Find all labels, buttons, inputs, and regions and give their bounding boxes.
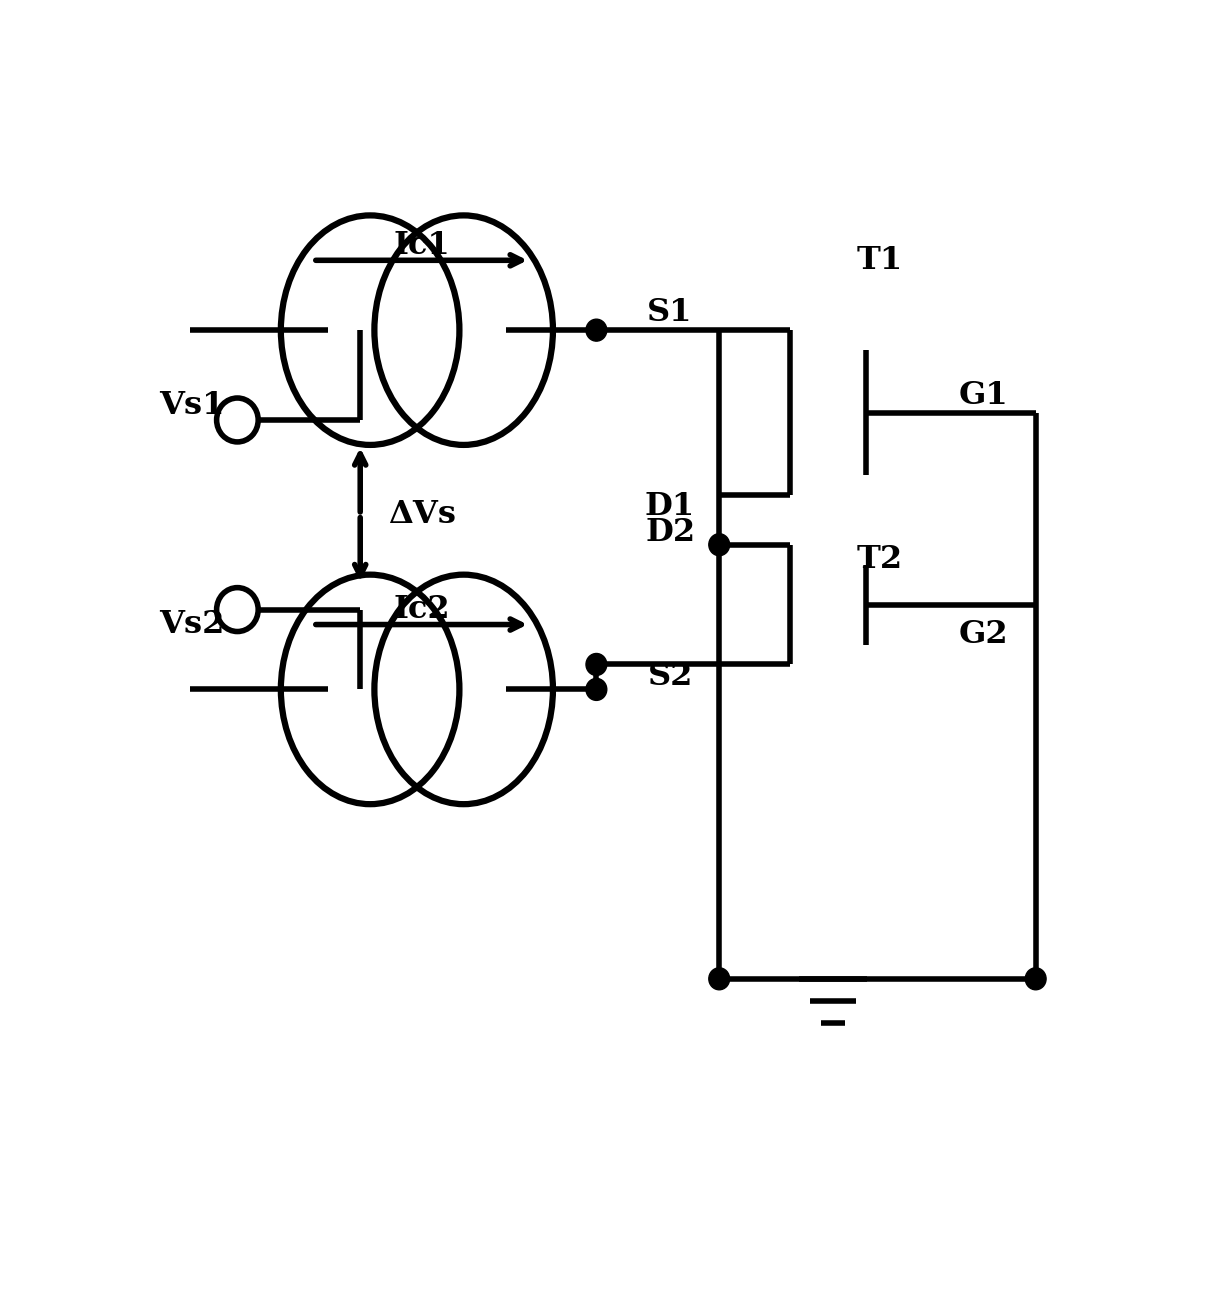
Circle shape <box>708 968 730 990</box>
Text: Ic1: Ic1 <box>394 229 450 260</box>
Text: Vs2: Vs2 <box>160 609 224 640</box>
Text: Vs1: Vs1 <box>160 390 224 420</box>
Circle shape <box>1025 968 1046 990</box>
Text: S1: S1 <box>647 297 692 328</box>
Circle shape <box>586 319 607 341</box>
Circle shape <box>586 653 607 675</box>
Text: Ic2: Ic2 <box>394 594 450 625</box>
Text: ΔVs: ΔVs <box>388 499 456 530</box>
Circle shape <box>586 678 607 700</box>
Text: G2: G2 <box>959 619 1008 651</box>
Text: S2: S2 <box>647 661 692 692</box>
Text: T2: T2 <box>857 544 903 575</box>
Text: D1: D1 <box>645 491 695 522</box>
Text: D2: D2 <box>645 517 695 548</box>
Text: T1: T1 <box>857 245 903 276</box>
Circle shape <box>708 534 730 556</box>
Text: G1: G1 <box>959 380 1008 411</box>
